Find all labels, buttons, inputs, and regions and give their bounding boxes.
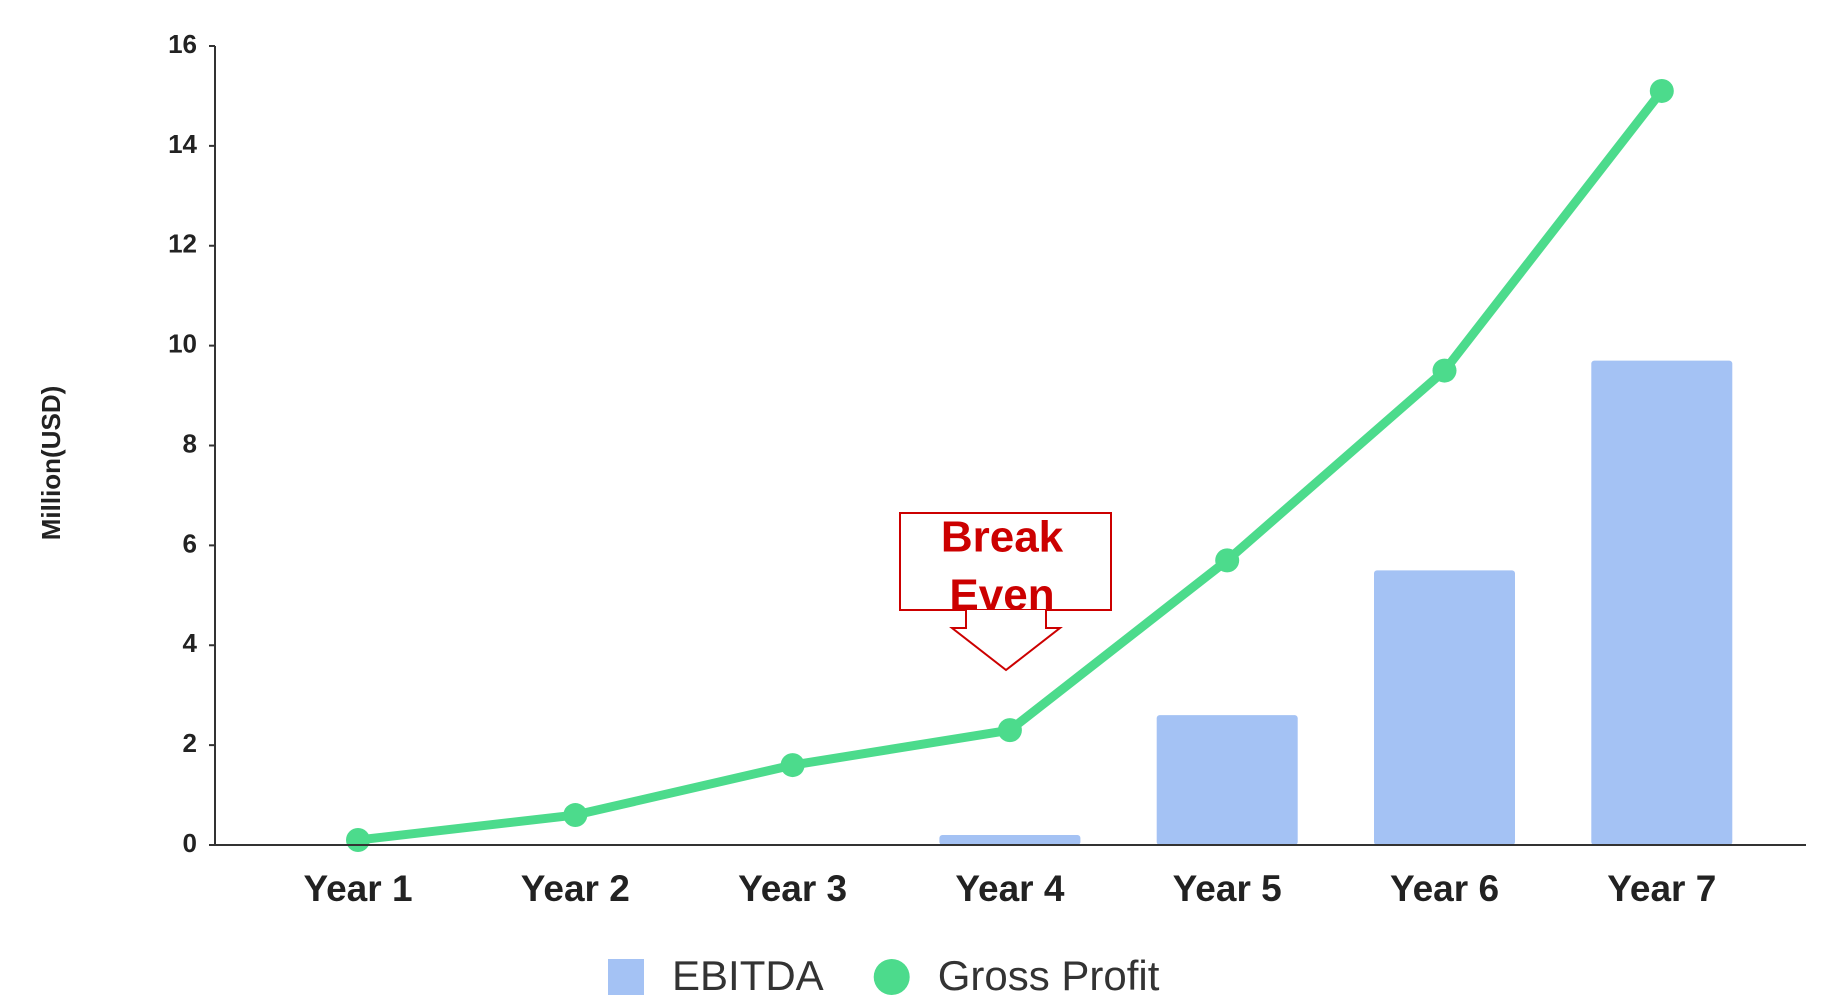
legend-swatch <box>608 959 644 995</box>
point <box>563 803 588 828</box>
y-tick-label: 0 <box>183 828 197 858</box>
y-tick-label: 16 <box>168 29 197 59</box>
x-tick-label: Year 3 <box>738 868 847 909</box>
point <box>1215 548 1240 573</box>
point <box>1649 78 1674 103</box>
bar <box>939 835 1081 845</box>
y-axis-label: Million(USD) <box>36 386 66 541</box>
annotation-text: Even <box>949 571 1054 620</box>
bar <box>1374 570 1515 845</box>
y-tick-label: 2 <box>183 728 197 758</box>
point <box>1432 358 1457 383</box>
point <box>346 828 370 853</box>
y-tick-label: 6 <box>183 528 197 558</box>
legend-label: Gross Profit <box>938 952 1160 999</box>
y-tick-label: 4 <box>183 628 198 658</box>
x-tick-label: Year 6 <box>1390 868 1499 909</box>
legend-label: EBITDA <box>672 952 824 999</box>
x-tick-label: Year 1 <box>303 868 412 909</box>
annotation-text: Break <box>941 513 1064 562</box>
y-tick-label: 14 <box>168 129 197 159</box>
x-tick-label: Year 2 <box>521 868 630 909</box>
x-tick-label: Year 7 <box>1607 868 1716 909</box>
legend-swatch <box>873 959 910 995</box>
y-tick-label: 10 <box>168 329 197 359</box>
point <box>780 753 805 778</box>
x-tick-label: Year 5 <box>1173 868 1282 909</box>
bar <box>1156 715 1298 845</box>
annotation-arrow <box>949 610 1063 672</box>
y-tick-label: 12 <box>168 229 197 259</box>
bar <box>1591 360 1733 845</box>
y-tick-label: 8 <box>183 428 197 458</box>
point <box>997 718 1022 743</box>
x-tick-label: Year 4 <box>955 868 1064 909</box>
